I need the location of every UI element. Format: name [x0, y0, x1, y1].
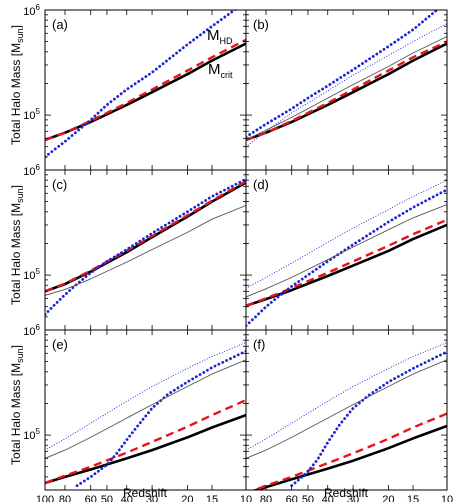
series-line-thick-dashed — [246, 40, 447, 142]
x-tick-label: 50 — [101, 494, 113, 502]
y-tick-label-exp: 6 — [36, 3, 41, 12]
series-line-thick-dotted — [75, 349, 246, 488]
y-axis-title-row-1: Total Halo Mass [Msun] — [9, 25, 25, 145]
panel-label: (d) — [253, 177, 269, 192]
y-axis-title-row-2: Total Halo Mass [Msun] — [9, 185, 25, 305]
y-tick-label-exp: 5 — [36, 107, 41, 116]
x-tick-label: 15 — [407, 494, 419, 502]
y-tick-label-base: 10 — [23, 110, 35, 122]
x-tick-label: 80 — [260, 494, 272, 502]
panel-frame — [245, 9, 448, 171]
series-line-thin-solid — [246, 359, 447, 459]
y-tick-label: 106 — [23, 323, 40, 338]
y-tick-label: 105 — [23, 267, 40, 282]
x-axis-title-right: Redshift — [324, 486, 369, 500]
panel-label: (b) — [253, 17, 269, 32]
svg-text:Total Halo Mass [Msun]: Total Halo Mass [Msun] — [9, 345, 25, 465]
series-line-thick-dotted — [246, 188, 447, 328]
series-line-thin-dotted — [45, 342, 246, 451]
series-line-thick-dotted — [45, 177, 246, 316]
x-tick-label: 40 — [121, 494, 133, 502]
x-axis-title-left: Redshift — [123, 486, 168, 500]
x-tick-label: 20 — [181, 494, 193, 502]
y-tick-label-exp: 6 — [36, 163, 41, 172]
panel-label: (c) — [52, 177, 67, 192]
panel-label: (e) — [52, 337, 68, 352]
panel-label: (f) — [253, 337, 265, 352]
series-line-thick-solid — [251, 424, 447, 490]
series-line-thick-solid — [45, 181, 246, 293]
y-tick-label-base: 10 — [23, 166, 35, 178]
x-tick-label: 30 — [146, 494, 158, 502]
series-group — [45, 342, 246, 488]
x-tick-label: 60 — [85, 494, 97, 502]
x-tick-label: 40 — [322, 494, 334, 502]
series-line-thick-dashed — [45, 399, 246, 485]
svg-text:Total Halo Mass [Msun]: Total Halo Mass [Msun] — [9, 185, 25, 305]
x-tick-label: 100 — [36, 494, 54, 502]
y-tick-label: 105 — [23, 427, 40, 442]
panel-label: (a) — [52, 17, 68, 32]
x-tick-label: 10 — [240, 494, 252, 502]
panel-d: (d) — [245, 169, 448, 331]
series-group — [246, 342, 447, 490]
y-tick-label: 106 — [23, 3, 40, 18]
series-line-thick-solid — [45, 42, 246, 142]
series-line-thin-solid — [246, 36, 447, 141]
y-tick-label-exp: 5 — [36, 427, 41, 436]
mcrit-annotation: Mcrit — [208, 61, 233, 80]
y-tick-label-base: 10 — [23, 6, 35, 18]
series-group — [246, 10, 447, 148]
series-line-thick-dotted — [290, 350, 447, 488]
y-tick-label-exp: 6 — [36, 323, 41, 332]
panel-frame — [44, 329, 247, 491]
y-tick-label: 106 — [23, 163, 40, 178]
y-tick-label-base: 10 — [23, 270, 35, 282]
x-tick-label: 20 — [382, 494, 394, 502]
series-line-thick-dashed — [45, 180, 246, 293]
mhd-annotation: MHD — [207, 27, 233, 46]
x-tick-label: 60 — [286, 494, 298, 502]
panel-frame — [245, 329, 448, 491]
series-line-thick-solid — [246, 42, 447, 142]
series-group — [45, 177, 246, 316]
x-tick-label: 50 — [302, 494, 314, 502]
x-tick-label: 30 — [347, 494, 359, 502]
series-group — [246, 179, 447, 328]
series-line-thin-dotted — [246, 342, 447, 451]
y-tick-label: 105 — [23, 107, 40, 122]
series-line-thin-solid — [45, 359, 246, 459]
y-axis-title-row-3: Total Halo Mass [Msun] — [9, 345, 25, 465]
series-line-thick-dotted — [246, 10, 440, 139]
series-line-thick-solid — [45, 413, 246, 485]
series-line-thick-dotted — [45, 10, 237, 159]
x-tick-label: 80 — [59, 494, 71, 502]
series-line-thick-dashed — [250, 412, 447, 490]
series-line-thick-dashed — [45, 38, 246, 142]
y-tick-label-base: 10 — [23, 430, 35, 442]
svg-text:Total Halo Mass [Msun]: Total Halo Mass [Msun] — [9, 25, 25, 145]
series-line-thin-dotted — [246, 179, 447, 289]
x-tick-label: 15 — [206, 494, 218, 502]
y-tick-label-base: 10 — [23, 326, 35, 338]
series-line-thick-dashed — [246, 218, 447, 307]
y-tick-label-exp: 5 — [36, 267, 41, 276]
series-group — [45, 10, 246, 159]
panel-b: (b) — [245, 9, 448, 171]
series-line-thick-solid — [246, 223, 447, 308]
panel-f: 80 60 50 40 30 20 15 10 (f) — [245, 329, 453, 502]
series-line-thin-solid — [45, 204, 246, 296]
series-line-thin-solid — [246, 204, 447, 298]
x-tick-label: 10 — [441, 494, 453, 502]
